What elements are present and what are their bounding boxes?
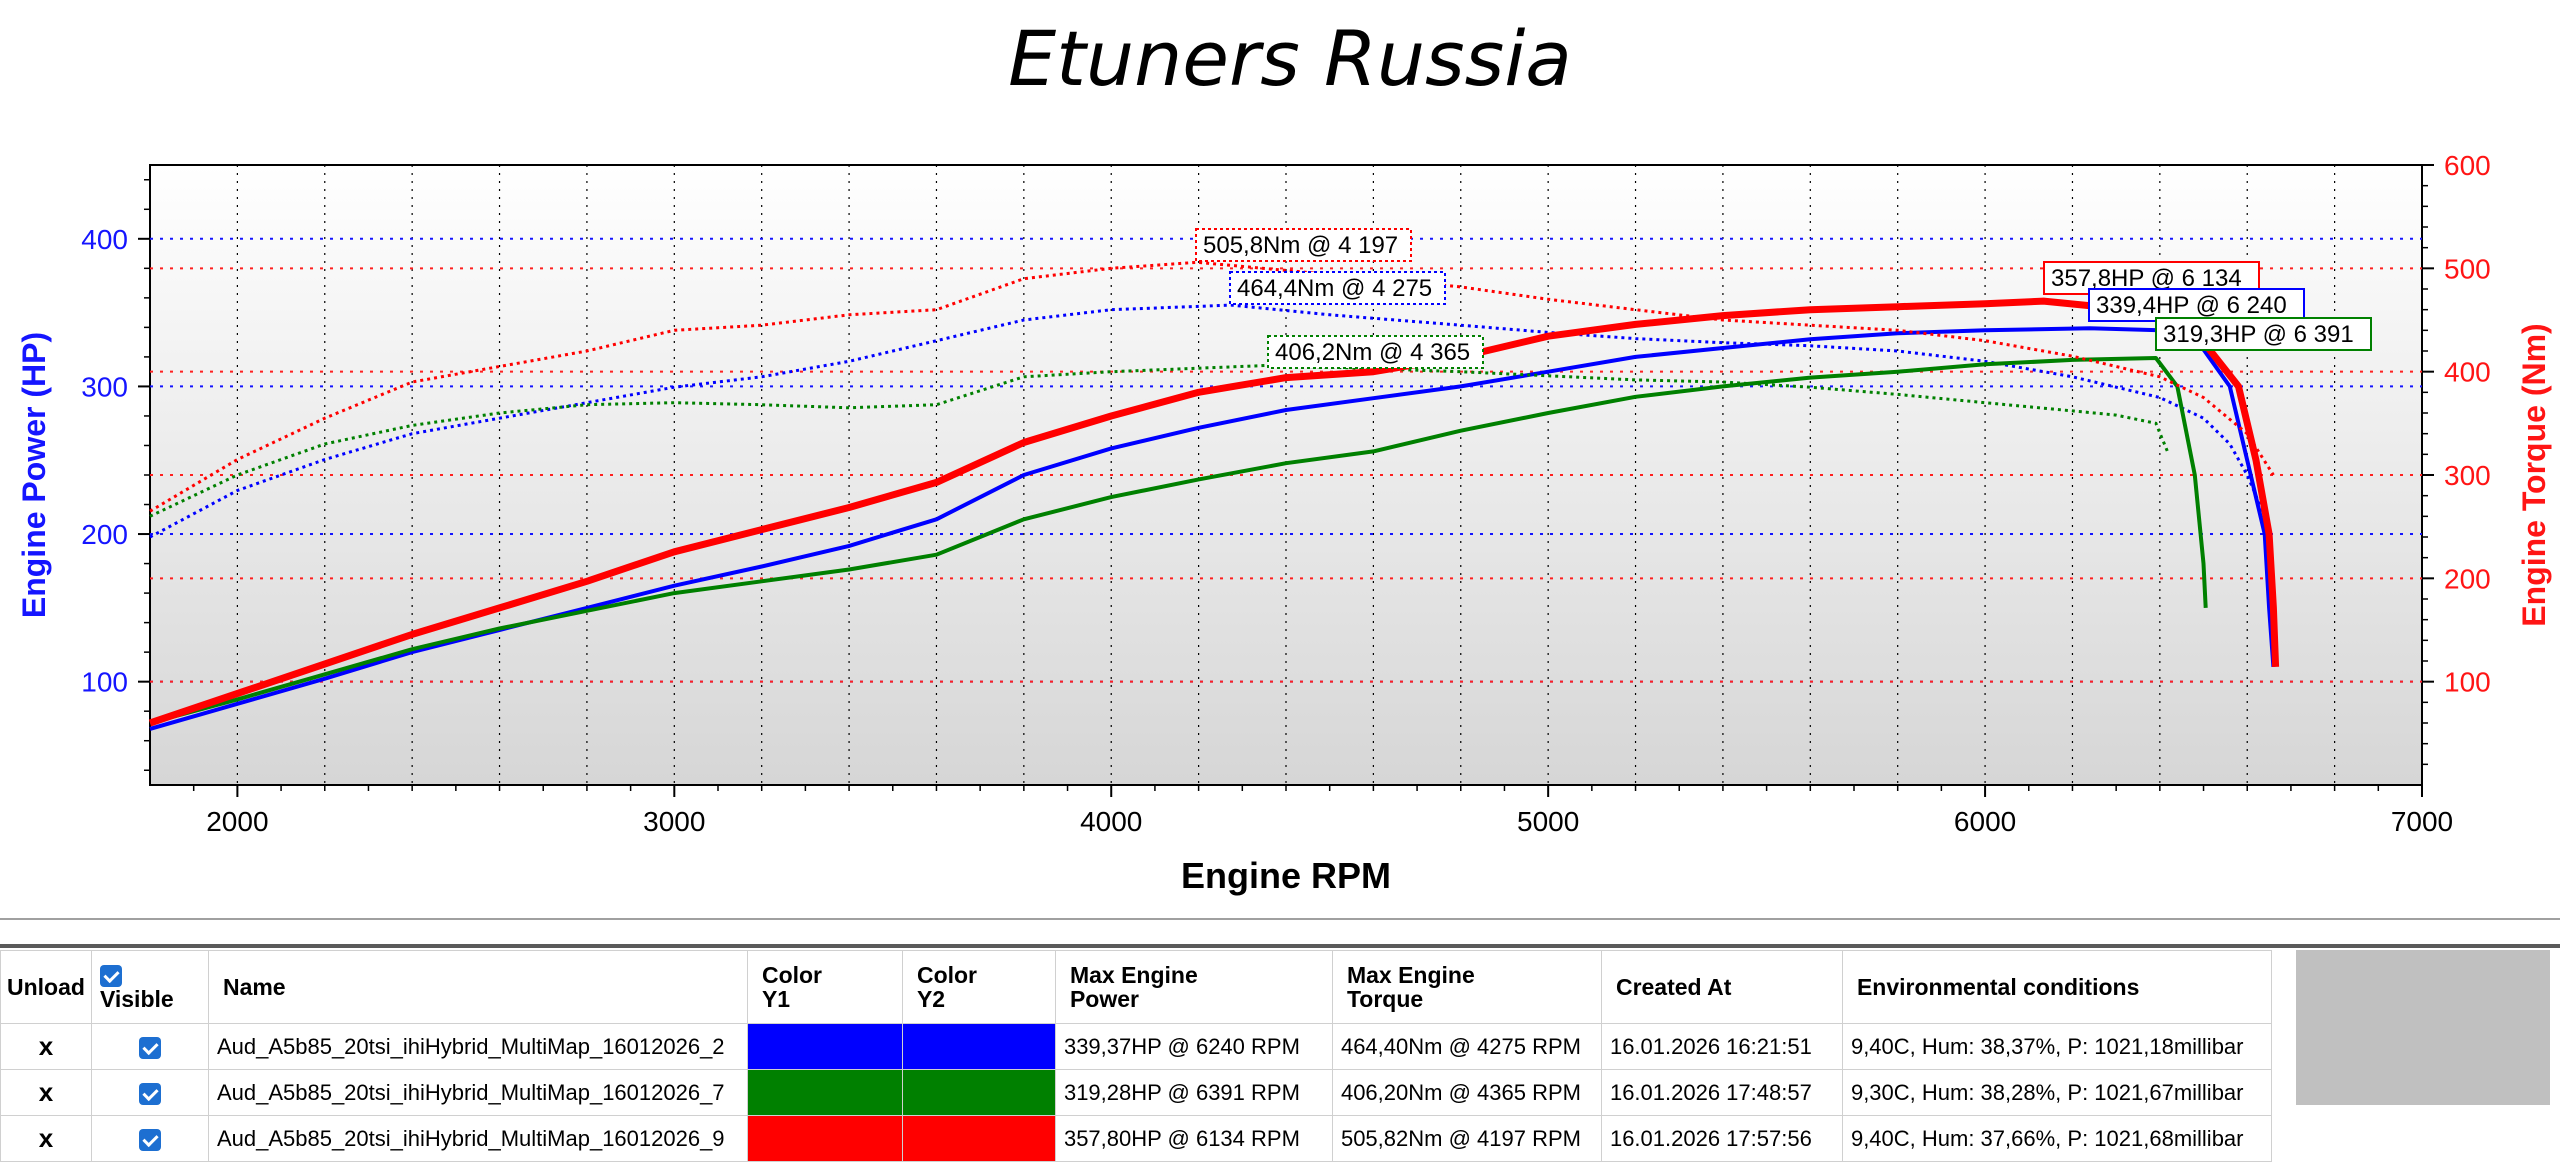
y-left-axis-title: Engine Power (HP) bbox=[16, 332, 52, 618]
col-max-power[interactable]: Max Engine Power bbox=[1054, 950, 1333, 1024]
y-right-tick-label: 300 bbox=[2444, 460, 2491, 491]
power-series-line bbox=[149, 356, 2208, 725]
run-name: Aud_A5b85_20tsi_ihiHybrid_MultiMap_16012… bbox=[207, 1023, 748, 1070]
env-value: 9,40C, Hum: 37,66%, P: 1021,68millibar bbox=[1841, 1115, 2272, 1162]
unload-button[interactable]: x bbox=[0, 1023, 92, 1070]
power-series-line bbox=[149, 326, 2276, 731]
col-color-y1[interactable]: Color Y1 bbox=[746, 950, 903, 1024]
y-right-tick-label: 500 bbox=[2444, 253, 2491, 284]
x-tick-label: 7000 bbox=[2391, 806, 2453, 837]
torque-series-line bbox=[149, 260, 2275, 513]
run-name: Aud_A5b85_20tsi_ihiHybrid_MultiMap_16012… bbox=[207, 1115, 748, 1162]
x-tick-label: 3000 bbox=[643, 806, 705, 837]
max-torque-value: 505,82Nm @ 4197 RPM bbox=[1331, 1115, 1602, 1162]
env-value: 9,40C, Hum: 38,37%, P: 1021,18millibar bbox=[1841, 1023, 2272, 1070]
unload-button[interactable]: x bbox=[0, 1115, 92, 1162]
table-row[interactable]: x Aud_A5b85_20tsi_ihiHybrid_MultiMap_160… bbox=[0, 1023, 2272, 1070]
x-axis-title: Engine RPM bbox=[1181, 855, 1391, 896]
col-visible[interactable]: Visible bbox=[90, 950, 209, 1024]
max-power-value: 319,28HP @ 6391 RPM bbox=[1054, 1069, 1333, 1116]
y-left-tick-label: 300 bbox=[81, 371, 128, 402]
y-right-tick-label: 400 bbox=[2444, 357, 2491, 388]
panel-divider bbox=[0, 918, 2560, 920]
table-row[interactable]: x Aud_A5b85_20tsi_ihiHybrid_MultiMap_160… bbox=[0, 1069, 2272, 1116]
table-header-row: Unload Visible Name Color Y1 Color Y2 Max … bbox=[0, 950, 2272, 1024]
visible-checkbox-cell[interactable] bbox=[90, 1023, 209, 1070]
x-tick-label: 4000 bbox=[1080, 806, 1142, 837]
created-at-value: 16.01.2026 17:48:57 bbox=[1600, 1069, 1843, 1116]
peak-label-text: 319,3HP @ 6 391 bbox=[2163, 321, 2354, 348]
peak-labels: 505,8Nm @ 4 197 464,4Nm @ 4 275 406,2Nm @ … bbox=[1195, 228, 2372, 369]
color-y1-swatch[interactable] bbox=[746, 1069, 903, 1116]
max-power-value: 357,80HP @ 6134 RPM bbox=[1054, 1115, 1333, 1162]
dyno-chart: Etuners Russia 2000 3000 4000 5000 6000 7000 1… bbox=[16, 14, 2552, 896]
table-row[interactable]: x Aud_A5b85_20tsi_ihiHybrid_MultiMap_160… bbox=[0, 1115, 2272, 1162]
peak-label-text: 357,8HP @ 6 134 bbox=[2051, 265, 2242, 292]
y-right-axis-title: Engine Torque (Nm) bbox=[2516, 323, 2552, 626]
color-y1-swatch[interactable] bbox=[746, 1115, 903, 1162]
visible-checkbox[interactable] bbox=[138, 1128, 161, 1151]
created-at-value: 16.01.2026 16:21:51 bbox=[1600, 1023, 1843, 1070]
panel-divider-dark bbox=[0, 944, 2560, 948]
x-tick-label: 5000 bbox=[1517, 806, 1579, 837]
col-created-at[interactable]: Created At bbox=[1600, 950, 1843, 1024]
y-left-tick-label: 200 bbox=[81, 519, 128, 550]
peak-label-box bbox=[1229, 271, 1446, 305]
color-y2-swatch[interactable] bbox=[901, 1069, 1056, 1116]
unload-button[interactable]: x bbox=[0, 1069, 92, 1116]
col-name[interactable]: Name bbox=[207, 950, 748, 1024]
table-empty-area bbox=[2296, 950, 2550, 1105]
peak-label-text: 464,4Nm @ 4 275 bbox=[1237, 275, 1432, 302]
max-torque-value: 406,20Nm @ 4365 RPM bbox=[1331, 1069, 1602, 1116]
chart-title: Etuners Russia bbox=[1008, 14, 1572, 103]
max-torque-value: 464,40Nm @ 4275 RPM bbox=[1331, 1023, 1602, 1070]
color-y1-swatch[interactable] bbox=[746, 1023, 903, 1070]
y-left-tick-label: 400 bbox=[81, 224, 128, 255]
color-y2-swatch[interactable] bbox=[901, 1115, 1056, 1162]
peak-label-box bbox=[2088, 288, 2305, 322]
visible-checkbox-cell[interactable] bbox=[90, 1069, 209, 1116]
color-y2-swatch[interactable] bbox=[901, 1023, 1056, 1070]
x-tick-label: 6000 bbox=[1954, 806, 2016, 837]
col-env[interactable]: Environmental conditions bbox=[1841, 950, 2272, 1024]
peak-label-text: 406,2Nm @ 4 365 bbox=[1275, 339, 1470, 366]
y-right-tick-label: 100 bbox=[2444, 667, 2491, 698]
peak-label: 406,2Nm @ 4 365 bbox=[1267, 335, 1484, 369]
visible-all-checkbox[interactable] bbox=[99, 965, 122, 988]
peak-label-box bbox=[1195, 228, 1412, 262]
x-tick-label: 2000 bbox=[206, 806, 268, 837]
peak-label-box bbox=[1267, 335, 1484, 369]
visible-checkbox[interactable] bbox=[138, 1082, 161, 1105]
visible-checkbox[interactable] bbox=[138, 1036, 161, 1059]
col-unload[interactable]: Unload bbox=[0, 950, 92, 1024]
peak-label: 319,3HP @ 6 391 bbox=[2155, 317, 2372, 351]
peak-label: 505,8Nm @ 4 197 bbox=[1195, 228, 1412, 262]
y-left-tick-label: 100 bbox=[81, 667, 128, 698]
col-max-torque[interactable]: Max Engine Torque bbox=[1331, 950, 1602, 1024]
y-right-tick-label: 600 bbox=[2444, 150, 2491, 181]
visible-checkbox-cell[interactable] bbox=[90, 1115, 209, 1162]
env-value: 9,30C, Hum: 38,28%, P: 1021,67millibar bbox=[1841, 1069, 2272, 1116]
peak-label: 464,4Nm @ 4 275 bbox=[1229, 271, 1446, 305]
runs-table: Unload Visible Name Color Y1 Color Y2 Max … bbox=[0, 950, 2272, 1162]
col-color-y2[interactable]: Color Y2 bbox=[901, 950, 1056, 1024]
peak-label-text: 505,8Nm @ 4 197 bbox=[1203, 232, 1398, 259]
y-right-tick-label: 200 bbox=[2444, 563, 2491, 594]
max-power-value: 339,37HP @ 6240 RPM bbox=[1054, 1023, 1333, 1070]
peak-label-box bbox=[2155, 317, 2372, 351]
peak-label-text: 339,4HP @ 6 240 bbox=[2096, 292, 2287, 319]
axes: 2000 3000 4000 5000 6000 7000 100 200 300 400 100 2… bbox=[81, 150, 2490, 837]
created-at-value: 16.01.2026 17:57:56 bbox=[1600, 1115, 1843, 1162]
peak-label: 339,4HP @ 6 240 bbox=[2088, 288, 2305, 322]
run-name: Aud_A5b85_20tsi_ihiHybrid_MultiMap_16012… bbox=[207, 1069, 748, 1116]
torque-series-line bbox=[149, 303, 2271, 539]
